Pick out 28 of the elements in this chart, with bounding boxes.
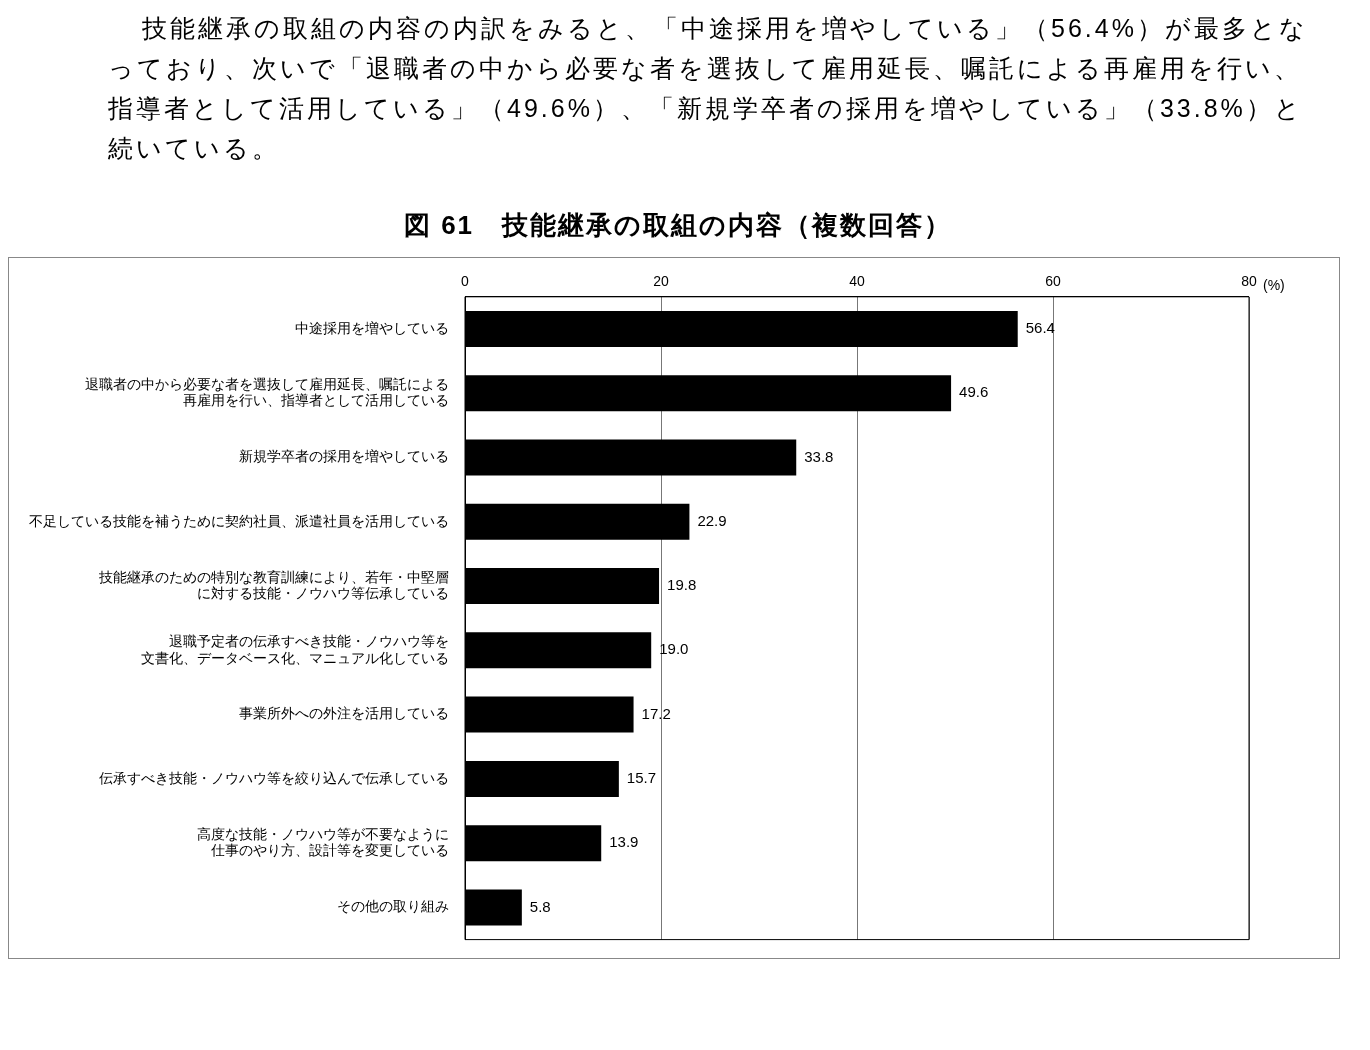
chart-title: 図 61 技能継承の取組の内容（複数回答） [402, 209, 954, 242]
y-tick-label: 高度な技能・ノウハウ等が不要なように仕事のやり方、設計等を変更している [197, 825, 449, 859]
data-label: 13.9 [609, 833, 639, 851]
x-axis-title: (%) [1263, 276, 1285, 293]
x-tick-label: 80 [1241, 273, 1257, 290]
y-tick-label: 伝承すべき技能・ノウハウ等を絞り込んで伝承している [99, 769, 449, 786]
y-tick-label: 技能継承のための特別な教育訓練により、若年・中堅層に対する技能・ノウハウ等伝承している [98, 568, 449, 602]
text: 技能継承の取組の内容の内訳をみると、「中途採用を増やしている」（56.4%）が最多となっており、次いで「退職者の中から必要な者を選抜して雇用延長、嘱託による再雇用を行い、指導者として活用している」（49.6%）、「新規学卒者の採用を増やしている」（33.8%）と続いている。 [108, 13, 1309, 164]
y-tick-label: 不足している技能を補うために契約社員、派遣社員を活用している [29, 512, 449, 529]
x-tick-label: 40 [849, 273, 865, 290]
data-label: 17.2 [641, 704, 671, 722]
y-tick-label: 退職者の中から必要な者を選抜して雇用延長、嘱託による再雇用を行い、指導者として活用している [85, 375, 449, 409]
y-tick-label: その他の取り組み [337, 898, 449, 915]
data-label: 19.0 [659, 640, 689, 658]
data-label: 22.9 [697, 511, 727, 529]
data-label: 19.8 [667, 576, 697, 594]
x-tick-label: 60 [1045, 273, 1061, 290]
x-tick-label: 20 [653, 273, 669, 290]
data-label: 15.7 [626, 769, 657, 787]
y-tick-label: 退職予定者の伝承すべき技能・ノウハウ等を文書化、データベース化、マニュアル化している [141, 632, 449, 666]
y-tick-label: 事業所外への外注を活用している [239, 705, 449, 722]
data-label: 56.4 [1025, 319, 1055, 337]
data-label: 33.8 [804, 447, 834, 465]
data-label: 5.8 [529, 897, 551, 915]
y-tick-label: 中途採用を増やしている [295, 319, 449, 336]
x-tick-label: 0 [461, 273, 470, 290]
y-tick-label: 新規学卒者の採用を増やしている [239, 448, 449, 465]
data-label: 49.6 [959, 383, 989, 401]
